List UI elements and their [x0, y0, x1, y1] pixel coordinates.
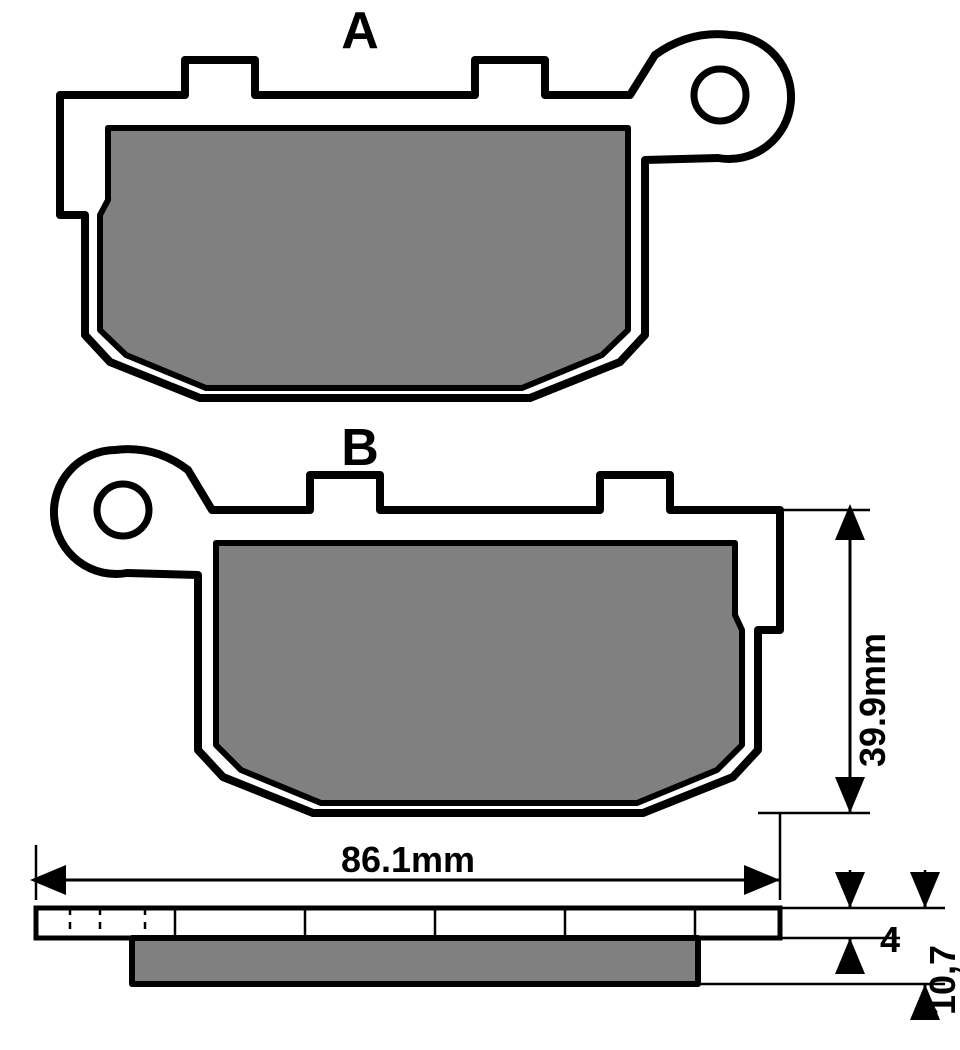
label-b: B	[341, 419, 379, 477]
brake-pad-a	[60, 34, 791, 398]
side-view	[36, 908, 780, 984]
dim-plate-label: 4	[880, 919, 900, 960]
dim-plate-thick: 4	[850, 870, 900, 968]
label-a: A	[341, 2, 379, 60]
dim-total-label: 10,7	[922, 945, 960, 1015]
dim-total-thick: 10,7	[922, 870, 960, 1020]
brake-pad-b	[54, 449, 780, 813]
dim-height-label: 39.9mm	[852, 633, 893, 767]
dim-width-label: 86.1mm	[341, 839, 475, 880]
dim-width: 86.1mm	[36, 813, 780, 900]
